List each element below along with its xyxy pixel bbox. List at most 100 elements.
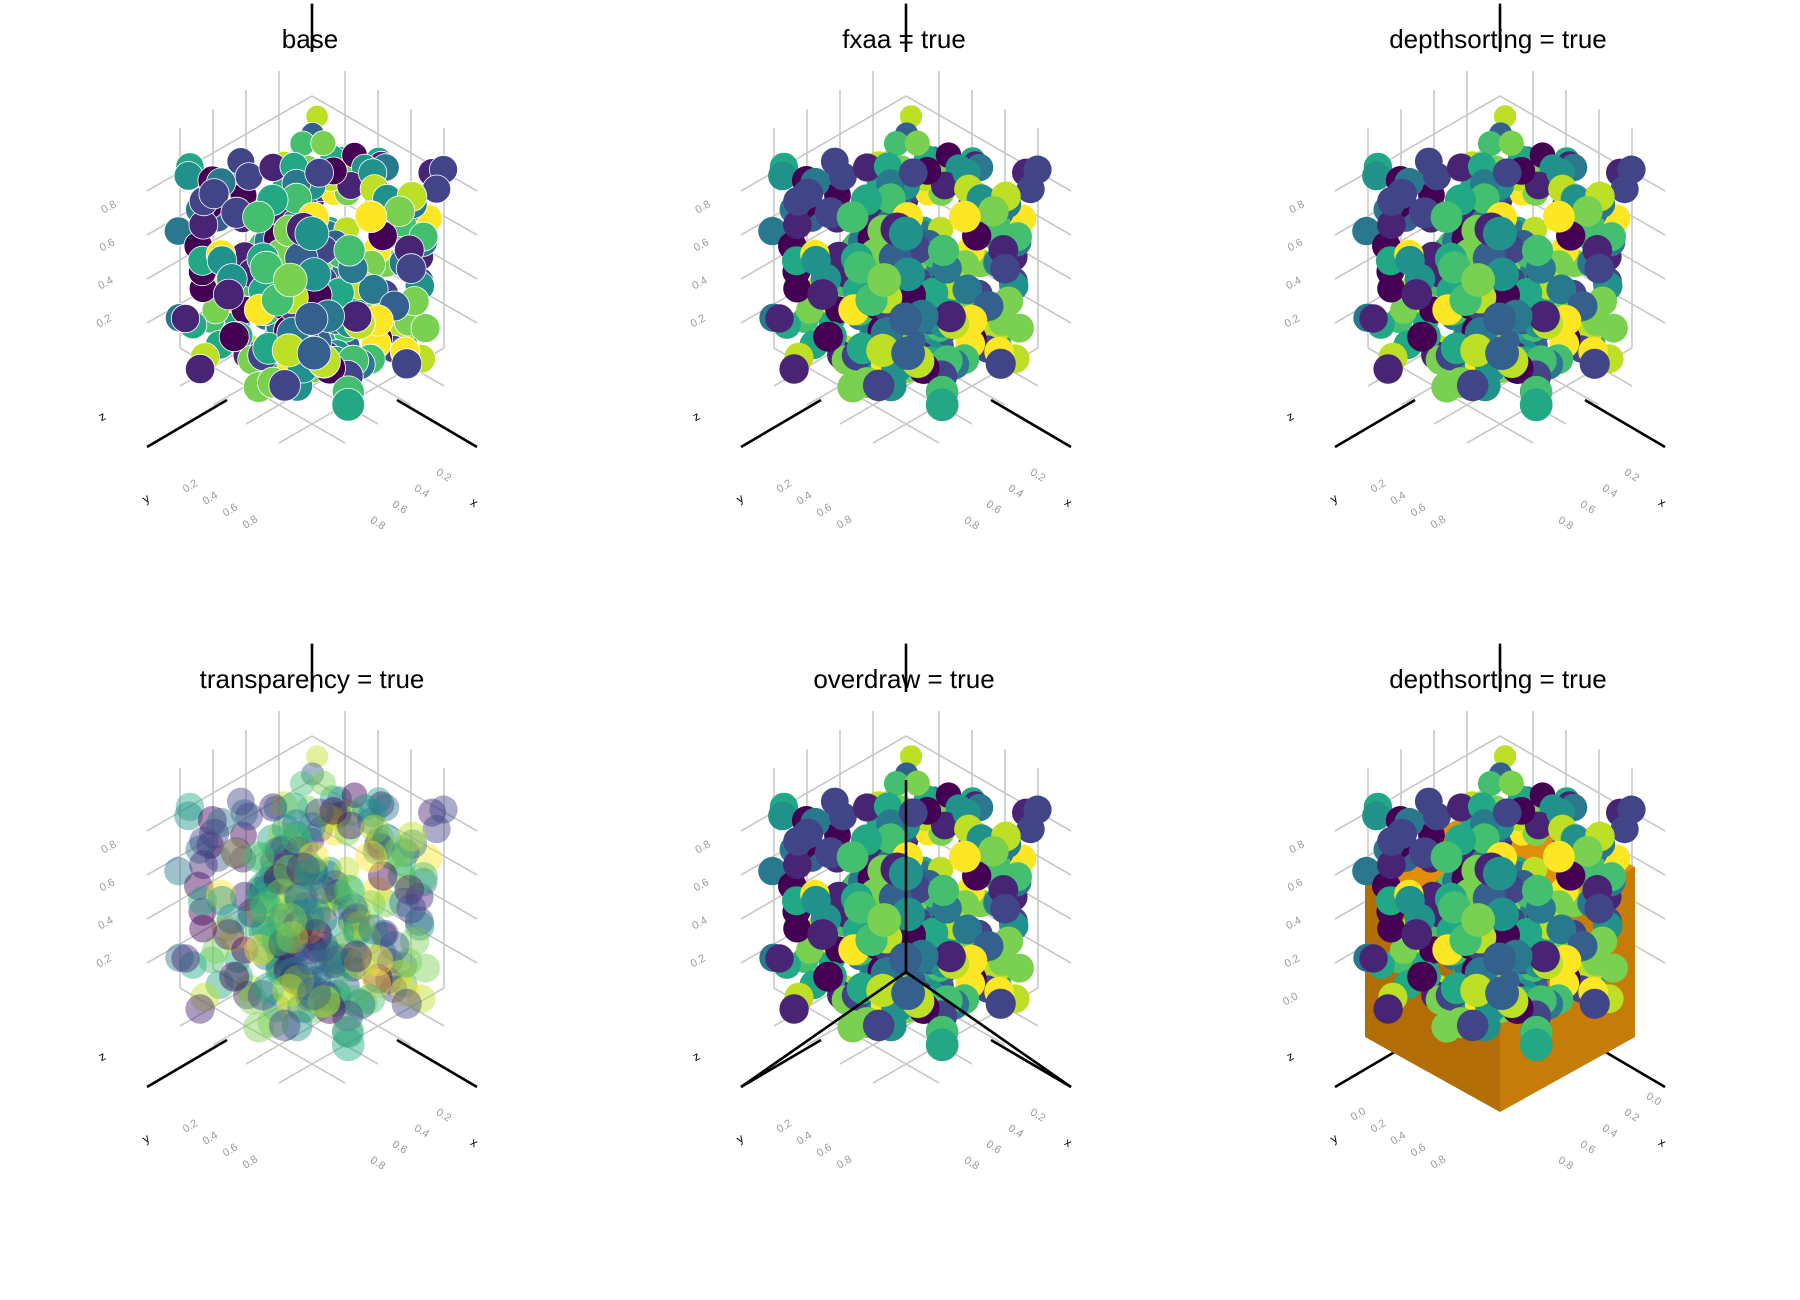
gridline bbox=[311, 735, 478, 832]
scatter-point bbox=[1482, 216, 1517, 251]
scatter-point bbox=[1493, 105, 1517, 128]
scatter-points bbox=[1352, 745, 1646, 1062]
scatter-point bbox=[282, 892, 309, 919]
scatter-point bbox=[340, 940, 372, 973]
gridline bbox=[212, 949, 379, 1046]
scatter-point bbox=[1456, 1009, 1489, 1042]
z-tick-label: 0.8 bbox=[1287, 198, 1306, 216]
scatter-point bbox=[836, 841, 869, 873]
scatter-point bbox=[306, 966, 336, 996]
scatter-point bbox=[1461, 903, 1496, 937]
scatter-point bbox=[249, 891, 283, 924]
x-tick-label: 0.4 bbox=[1006, 1122, 1025, 1140]
scatter-point bbox=[294, 216, 330, 252]
z-tick-label: 0.8 bbox=[693, 198, 712, 216]
x-tick-label: 0.8 bbox=[368, 1154, 387, 1172]
scatter-point bbox=[331, 1016, 363, 1048]
scatter-point bbox=[372, 889, 401, 918]
gridline bbox=[311, 779, 478, 876]
scatter-point bbox=[300, 827, 325, 853]
scatter-point bbox=[1407, 961, 1438, 992]
scatter-point bbox=[204, 845, 232, 872]
scatter-point bbox=[862, 369, 895, 402]
scatter-point bbox=[294, 914, 325, 945]
axes bbox=[146, 643, 478, 1089]
scatter-point bbox=[165, 943, 194, 972]
scatter-point bbox=[927, 874, 960, 907]
scatter-point bbox=[263, 795, 288, 820]
scatter-point bbox=[334, 819, 361, 846]
scatter-point bbox=[1482, 942, 1516, 976]
scatter-point bbox=[1610, 815, 1639, 844]
scatter-point bbox=[387, 847, 417, 877]
scatter-point bbox=[357, 890, 386, 919]
scatter-point bbox=[294, 856, 329, 891]
y-tick-label: 0.6 bbox=[1409, 1141, 1428, 1159]
scatter-point bbox=[226, 787, 255, 816]
scatter-point bbox=[927, 234, 960, 267]
scatter-point bbox=[276, 957, 310, 990]
x-tick-label: 0.8 bbox=[962, 514, 981, 532]
scatter-point bbox=[377, 843, 405, 871]
scatter-point bbox=[783, 850, 812, 880]
scatter-point bbox=[391, 952, 418, 979]
scatter-point bbox=[287, 991, 319, 1024]
scatter-point bbox=[365, 828, 391, 854]
scatter-point bbox=[333, 856, 360, 883]
scatter-point bbox=[268, 369, 301, 402]
z-tick-label: 0.4 bbox=[1284, 274, 1303, 292]
gridline bbox=[179, 987, 346, 1084]
scatter-point bbox=[891, 976, 925, 1010]
scatter-point bbox=[281, 848, 312, 879]
scatter-point bbox=[1386, 178, 1418, 209]
scatter-point bbox=[259, 793, 288, 822]
scatter-point bbox=[185, 835, 214, 864]
scatter-point bbox=[934, 940, 966, 973]
y-tick-label: 0.6 bbox=[221, 501, 240, 519]
y-tick-label: 0.4 bbox=[1389, 1129, 1408, 1147]
scatter-point bbox=[888, 216, 923, 251]
scatter-point bbox=[252, 942, 280, 971]
scatter-point bbox=[296, 335, 332, 371]
scatter-point bbox=[418, 798, 446, 827]
scatter-point bbox=[249, 871, 278, 900]
scatter-point bbox=[807, 919, 839, 950]
z-tick-label: 0.2 bbox=[689, 952, 708, 970]
scatter-point bbox=[1460, 973, 1494, 1008]
scatter-point bbox=[323, 980, 352, 1010]
x-axis-line bbox=[1584, 398, 1666, 449]
scatter-point bbox=[1485, 336, 1519, 370]
axes bbox=[1334, 3, 1666, 449]
scatter-point bbox=[379, 975, 408, 1003]
scatter-point bbox=[294, 301, 329, 336]
scatter-point bbox=[297, 842, 330, 874]
scatter-point bbox=[321, 888, 345, 912]
scatter-point bbox=[333, 972, 360, 1000]
scatter-point bbox=[1373, 994, 1403, 1024]
scatter-point bbox=[867, 903, 902, 937]
z-tick-label: 0.4 bbox=[1284, 914, 1303, 932]
scatter-point bbox=[383, 195, 416, 228]
scatter-point bbox=[1482, 302, 1516, 336]
scatter-point bbox=[333, 874, 366, 907]
scatter-point bbox=[389, 887, 419, 918]
panel-1: base0.20.40.60.8z0.20.40.60.8y0.20.40.60… bbox=[95, 3, 480, 533]
scatter-point bbox=[375, 967, 402, 994]
scatter-point bbox=[1584, 893, 1615, 924]
y-tick-label: 0.2 bbox=[1369, 477, 1388, 495]
scatter-point bbox=[235, 802, 263, 831]
scatter-point bbox=[269, 835, 298, 864]
panel-2: fxaa = true0.20.40.60.8z0.20.40.60.8y0.2… bbox=[689, 3, 1074, 533]
scatter-point bbox=[242, 200, 275, 234]
y-axis-line bbox=[146, 398, 228, 449]
scatter-point bbox=[337, 893, 368, 924]
scatter-point bbox=[272, 262, 308, 298]
scatter-point bbox=[291, 859, 316, 884]
scatter-point bbox=[396, 893, 427, 924]
scatter-point bbox=[244, 934, 276, 966]
y-tick-label: 0.8 bbox=[241, 513, 260, 531]
z-tick-label: 0.8 bbox=[99, 838, 118, 856]
scatter-point bbox=[898, 158, 928, 188]
z-tick-label: 0.8 bbox=[1287, 838, 1306, 856]
scatter-point bbox=[259, 849, 284, 874]
